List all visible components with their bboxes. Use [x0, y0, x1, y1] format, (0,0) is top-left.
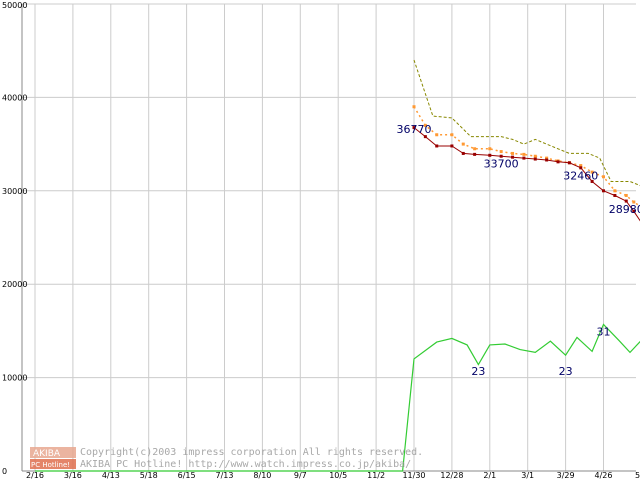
series-line-price_high	[413, 59, 640, 187]
series-point-price_avg	[602, 175, 605, 179]
data-label: 28980	[609, 203, 640, 216]
series-point-price_low	[488, 153, 492, 157]
series-point-price_low	[632, 209, 636, 213]
series-point-price_avg	[461, 142, 465, 146]
y-tick-label: 30000	[2, 187, 27, 196]
series-point-price_low	[473, 152, 477, 156]
series-point-price_avg	[590, 170, 594, 174]
data-label: 33700	[484, 157, 519, 170]
x-tick-label: 3/16	[64, 471, 82, 480]
copyright-text: Copyright(c)2003 impress corporation All…	[80, 447, 423, 458]
series-line-count	[35, 323, 640, 472]
series-point-price_avg	[435, 133, 439, 137]
series-point-price_low	[450, 144, 454, 148]
x-tick-label: 8/10	[253, 471, 271, 480]
series-point-price_low	[545, 158, 549, 162]
x-tick-label: 10/5	[329, 471, 347, 480]
series-point-price_low	[423, 135, 427, 139]
series-point-price_low	[533, 157, 537, 161]
series-point-price_avg	[533, 154, 537, 158]
x-tick-label: 9/7	[294, 471, 307, 480]
logo-top-text: AKIBA	[33, 449, 61, 459]
x-tick-label: 5/18	[140, 471, 158, 480]
x-tick-label: 4/26	[595, 471, 613, 480]
grid	[22, 3, 636, 472]
series-point-price_low	[602, 189, 605, 193]
watermark: AKIBA PC Hotline! Copyright(c)2003 impre…	[30, 447, 423, 470]
series-point-price_avg	[545, 156, 549, 160]
series-point-price_low	[567, 161, 571, 165]
logo-top-box	[30, 447, 76, 458]
y-tick-label: 20000	[2, 280, 27, 289]
data-label: 23	[559, 365, 573, 378]
series-point-price_low	[613, 193, 617, 197]
series-point-price_avg	[522, 152, 526, 156]
data-label: 23	[471, 365, 485, 378]
series-point-price_avg	[473, 147, 477, 151]
data-label: 32460	[563, 170, 598, 183]
series-point-price_avg	[499, 150, 503, 154]
data-label: 31	[597, 326, 611, 339]
x-tick-label: 11/2	[367, 471, 385, 480]
series-point-price_low	[435, 144, 439, 148]
series-point-price_low	[590, 179, 594, 183]
series-point-price_avg	[511, 151, 515, 155]
x-tick-label: 2/1	[483, 471, 496, 480]
series-point-price_avg	[488, 147, 492, 151]
series-point-price_low	[499, 154, 503, 158]
y-tick-label: 50000	[2, 1, 27, 10]
series-line-price_low	[413, 127, 640, 222]
series-point-price_low	[522, 156, 526, 160]
series-point-price_low	[624, 199, 628, 203]
data-label: 36770	[397, 123, 432, 136]
site-url-text: AKIBA PC Hotline! http://www.watch.impre…	[80, 459, 411, 470]
x-tick-label: 3/1	[521, 471, 534, 480]
series-point-price_avg	[613, 189, 617, 193]
series-point-price_avg	[579, 164, 583, 168]
series-point-price_low	[556, 160, 560, 164]
x-tick-label: 6/15	[178, 471, 196, 480]
series-layer	[35, 59, 640, 472]
x-tick-label: 3/29	[557, 471, 575, 480]
y-tick-label: 40000	[2, 93, 27, 102]
series-point-price_low	[461, 151, 465, 155]
logo-bottom-text: PC Hotline!	[31, 461, 70, 469]
data-labels: 3677033700324602898024980228001948023233…	[397, 123, 640, 378]
series-point-price_avg	[450, 133, 454, 137]
x-tick-label: 5/2	[635, 471, 640, 480]
y-tick-label: 0	[2, 467, 7, 476]
series-point-price_avg	[632, 200, 636, 204]
logo-bottom-box	[30, 459, 76, 469]
x-tick-label: 2/16	[26, 471, 44, 480]
series-point-price_low	[511, 155, 515, 159]
series-point-price_avg	[412, 105, 416, 109]
series-point-price_low	[579, 166, 583, 170]
x-tick-label: 12/28	[440, 471, 463, 480]
series-point-price_avg	[624, 193, 628, 197]
x-tick-label: 7/13	[216, 471, 234, 480]
x-tick-label: 11/30	[402, 471, 425, 480]
series-point-price_avg	[423, 123, 427, 127]
y-tick-label: 10000	[2, 374, 27, 383]
x-tick-label: 4/13	[102, 471, 120, 480]
series-point-price_low	[412, 126, 416, 130]
